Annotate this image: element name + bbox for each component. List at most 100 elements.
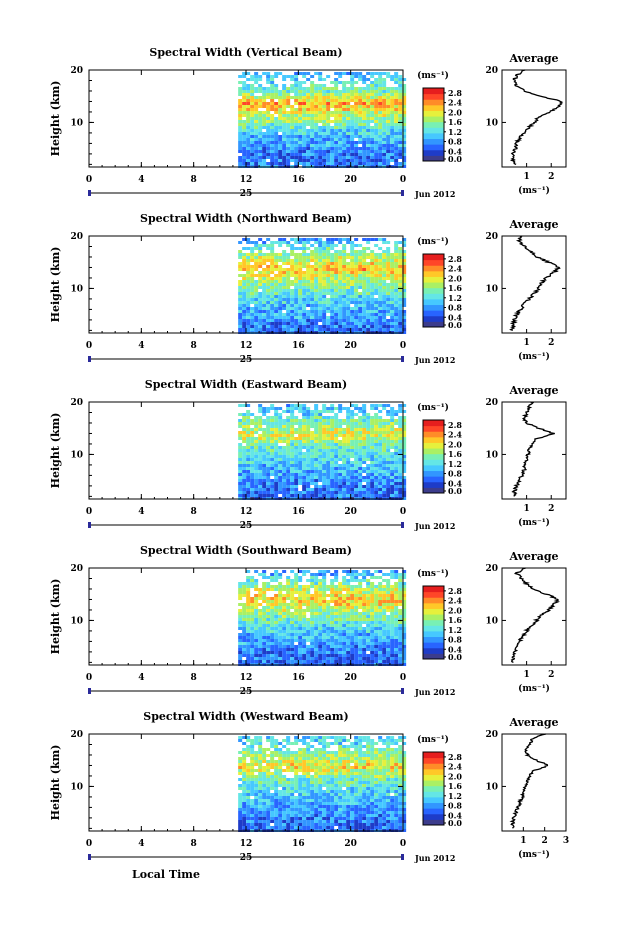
colorbar-tick-label: 2.8 [448,254,462,264]
colorbar-tick-label: 0.4 [448,644,462,654]
y-axis-label: Height (km) [49,745,62,821]
colorbar-unit: (ms⁻¹) [417,70,449,81]
colorbar-frame [422,253,445,328]
x-tick-label: 20 [344,507,357,517]
colorbar-unit: (ms⁻¹) [417,568,449,579]
y-tick-label: 10 [70,450,83,460]
x-tick-label: 0 [400,341,406,351]
colorbar-tick-label: 0.0 [448,652,462,662]
x-tick-label: 0 [400,507,406,517]
colorbar-tick-label: 1.2 [448,459,462,469]
colorbar-tick-label: 2.0 [448,605,462,615]
avg-x-axis-label: (ms⁻¹) [518,351,550,362]
colorbar-tick-label: 2.0 [448,771,462,781]
day-axis-end [401,190,404,196]
colorbar-swatch [423,614,444,621]
colorbar-tick-label: 2.4 [448,596,462,606]
x-tick-label: 20 [344,673,357,683]
avg-x-axis-label: (ms⁻¹) [518,683,550,694]
colorbar-swatch [423,88,444,95]
date-label: Jun 2012 [414,521,455,531]
x-tick-label: 12 [240,341,253,351]
avg-x-tick-label: 1 [523,172,529,182]
colorbar-tick-label: 2.0 [448,439,462,449]
colorbar-swatch [423,282,444,289]
x-axis-label: Local Time [132,868,200,881]
colorbar-swatch [423,470,444,477]
x-tick-label: 4 [138,839,144,849]
colorbar-swatch [423,602,444,609]
avg-title: Average [508,52,558,65]
x-tick-label: 20 [344,341,357,351]
x-tick-label: 20 [344,839,357,849]
avg-title: Average [508,550,558,563]
avg-y-tick-label: 20 [485,398,498,408]
colorbar-tick-label: 1.2 [448,625,462,635]
y-axis-label: Height (km) [49,579,62,655]
x-tick-label: 4 [138,341,144,351]
colorbar-tick-label: 1.2 [448,293,462,303]
avg-y-tick-label: 10 [485,284,498,294]
day-axis-end [88,854,91,860]
colorbar-swatch [423,259,444,266]
x-tick-label: 8 [191,839,197,849]
x-tick-label: 8 [191,175,197,185]
colorbar-swatch [423,425,444,432]
colorbar-swatch [423,647,444,654]
colorbar-tick-label: 2.0 [448,107,462,117]
colorbar-swatch [423,448,444,455]
colorbar-tick-label: 0.8 [448,137,462,147]
colorbar-frame [422,87,445,162]
x-tick-label: 12 [240,507,253,517]
avg-x-tick-label: 1 [520,836,526,846]
y-tick-label: 10 [70,616,83,626]
colorbar-swatch [423,642,444,649]
colorbar-swatch [423,321,444,328]
colorbar-swatch [423,453,444,460]
colorbar-swatch [423,752,444,759]
panel-title: Spectral Width (Southward Beam) [140,544,352,557]
panel-2: Spectral Width (Northward Beam)2010Heigh… [49,212,567,365]
colorbar-swatch [423,149,444,156]
x-tick-label: 0 [86,839,92,849]
colorbar-swatch [423,586,444,593]
colorbar-swatch [423,287,444,294]
colorbar-swatch [423,619,444,626]
x-tick-label: 0 [400,673,406,683]
x-tick-label: 0 [86,507,92,517]
avg-x-axis-label: (ms⁻¹) [518,849,550,860]
panel-title: Spectral Width (Eastward Beam) [145,378,347,391]
colorbar-swatch [423,459,444,466]
avg-frame [501,567,567,666]
colorbar-swatch [423,636,444,643]
x-tick-label: 0 [86,175,92,185]
avg-y-tick-label: 20 [485,232,498,242]
colorbar-tick-label: 2.4 [448,430,462,440]
colorbar-tick-label: 0.4 [448,312,462,322]
colorbar-swatch [423,110,444,117]
colorbar-frame [422,419,445,494]
colorbar-swatch [423,93,444,100]
colorbar-swatch [423,774,444,781]
avg-x-tick-label: 2 [548,504,554,514]
colorbar-frame [422,751,445,826]
x-tick-label: 16 [292,341,305,351]
colorbar-swatch [423,597,444,604]
y-tick-label: 20 [70,398,83,408]
colorbar-tick-label: 0.0 [448,320,462,330]
colorbar-swatch [423,132,444,140]
x-tick-label: 0 [400,839,406,849]
colorbar-swatch [423,757,444,764]
y-axis-label: Height (km) [49,247,62,323]
colorbar-swatch [423,298,444,306]
x-tick-label: 4 [138,175,144,185]
colorbar-swatch [423,276,444,283]
day-axis-end [401,854,404,860]
colorbar-swatch [423,464,444,472]
colorbar-swatch [423,476,444,483]
day-axis-end [401,522,404,528]
colorbar-swatch [423,796,444,804]
colorbar-tick-label: 2.8 [448,420,462,430]
y-tick-label: 20 [70,232,83,242]
x-tick-label: 8 [191,341,197,351]
